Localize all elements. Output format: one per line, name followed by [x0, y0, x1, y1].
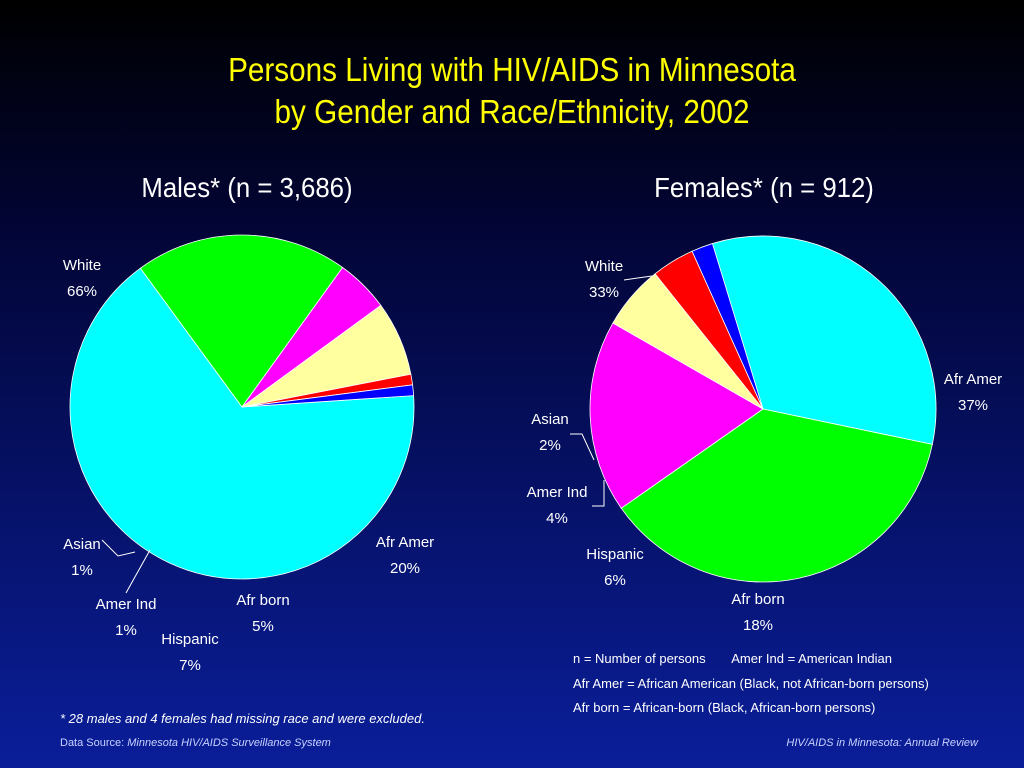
males-leader-asian [101, 539, 136, 557]
males-label-white: White [63, 257, 101, 274]
females-pct-hispanic: 6% [604, 572, 626, 589]
females-leader-amer-ind [592, 480, 605, 507]
females-pct-afr-born: 18% [743, 617, 773, 634]
males-pie-title: Males* (n = 3,686) [141, 172, 353, 203]
males-slice-afr-amer [139, 234, 344, 408]
legend-line-2: Afr Amer = African American (Black, not … [573, 676, 929, 691]
females-slice-asian [691, 243, 764, 410]
males-slice-asian [241, 384, 415, 408]
report-name: HIV/AIDS in Minnesota: Annual Review [786, 737, 978, 749]
females-label-amer-ind: Amer Ind [527, 484, 588, 501]
males-leader-amer-ind [125, 549, 151, 594]
males-label-afr-born: Afr born [236, 592, 289, 609]
females-pct-amer-ind: 4% [546, 510, 568, 527]
females-label-asian: Asian [531, 411, 569, 428]
males-label-hispanic: Hispanic [161, 631, 219, 648]
males-pct-hispanic: 7% [179, 657, 201, 674]
females-leader-white [623, 275, 653, 281]
legend-n-definition: n = Number of persons [573, 651, 706, 666]
females-pie-title: Females* (n = 912) [654, 172, 874, 203]
legend-amer-ind-definition: Amer Ind = American Indian [731, 651, 893, 666]
females-slice-afr-amer [620, 408, 933, 583]
females-pct-white: 33% [589, 284, 619, 301]
males-label-asian: Asian [63, 536, 101, 553]
males-label-amer-ind: Amer Ind [96, 596, 157, 613]
males-pct-white: 66% [67, 283, 97, 300]
females-pct-asian: 2% [539, 437, 561, 454]
males-label-afr-amer: Afr Amer [376, 534, 434, 551]
females-leader-asian [570, 433, 595, 461]
chart-title-line2: by Gender and Race/Ethnicity, 2002 [274, 93, 750, 130]
males-slice-white [69, 267, 415, 580]
footnote: * 28 males and 4 females had missing rac… [60, 711, 425, 726]
report-name-text: HIV/AIDS in Minnesota: Annual Review [786, 737, 978, 749]
females-slice-afr-born [589, 322, 764, 509]
females-label-afr-born: Afr born [731, 591, 784, 608]
legend-line-3: Afr born = African-born (Black, African-… [573, 700, 876, 715]
males-pct-asian: 1% [71, 562, 93, 579]
females-label-hispanic: Hispanic [586, 546, 644, 563]
legend-line-1: n = Number of persons Amer Ind = America… [573, 651, 892, 666]
data-source-prefix: Data Source: [60, 737, 125, 749]
females-label-white: White [585, 258, 623, 275]
males-pct-afr-amer: 20% [390, 560, 420, 577]
pie-charts-canvas: White 66% Afr Amer 20% Afr born 5% Hispanic 7% A… [63, 234, 1002, 674]
females-slice-white [711, 235, 937, 445]
males-pct-amer-ind: 1% [115, 622, 137, 639]
females-label-afr-amer: Afr Amer [944, 371, 1002, 388]
data-source: Data Source: Minnesota HIV/AIDS Surveill… [60, 737, 331, 749]
males-pct-afr-born: 5% [252, 618, 274, 635]
chart-title-line1: Persons Living with HIV/AIDS in Minnesot… [228, 51, 796, 88]
data-source-name: Minnesota HIV/AIDS Surveillance System [127, 737, 331, 749]
females-pct-afr-amer: 37% [958, 397, 988, 414]
